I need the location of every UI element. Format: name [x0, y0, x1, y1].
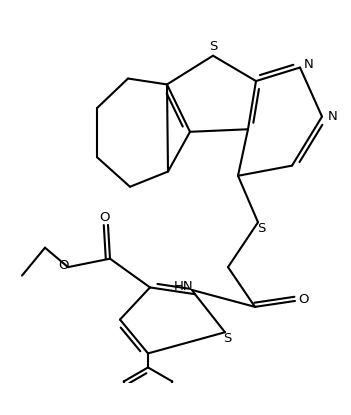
Text: N: N	[327, 110, 337, 123]
Text: S: S	[209, 40, 217, 54]
Text: O: O	[298, 293, 309, 306]
Text: HN: HN	[173, 280, 193, 293]
Text: O: O	[59, 259, 69, 272]
Text: O: O	[99, 211, 110, 225]
Text: S: S	[257, 222, 266, 235]
Text: S: S	[224, 332, 232, 345]
Text: N: N	[304, 58, 314, 71]
